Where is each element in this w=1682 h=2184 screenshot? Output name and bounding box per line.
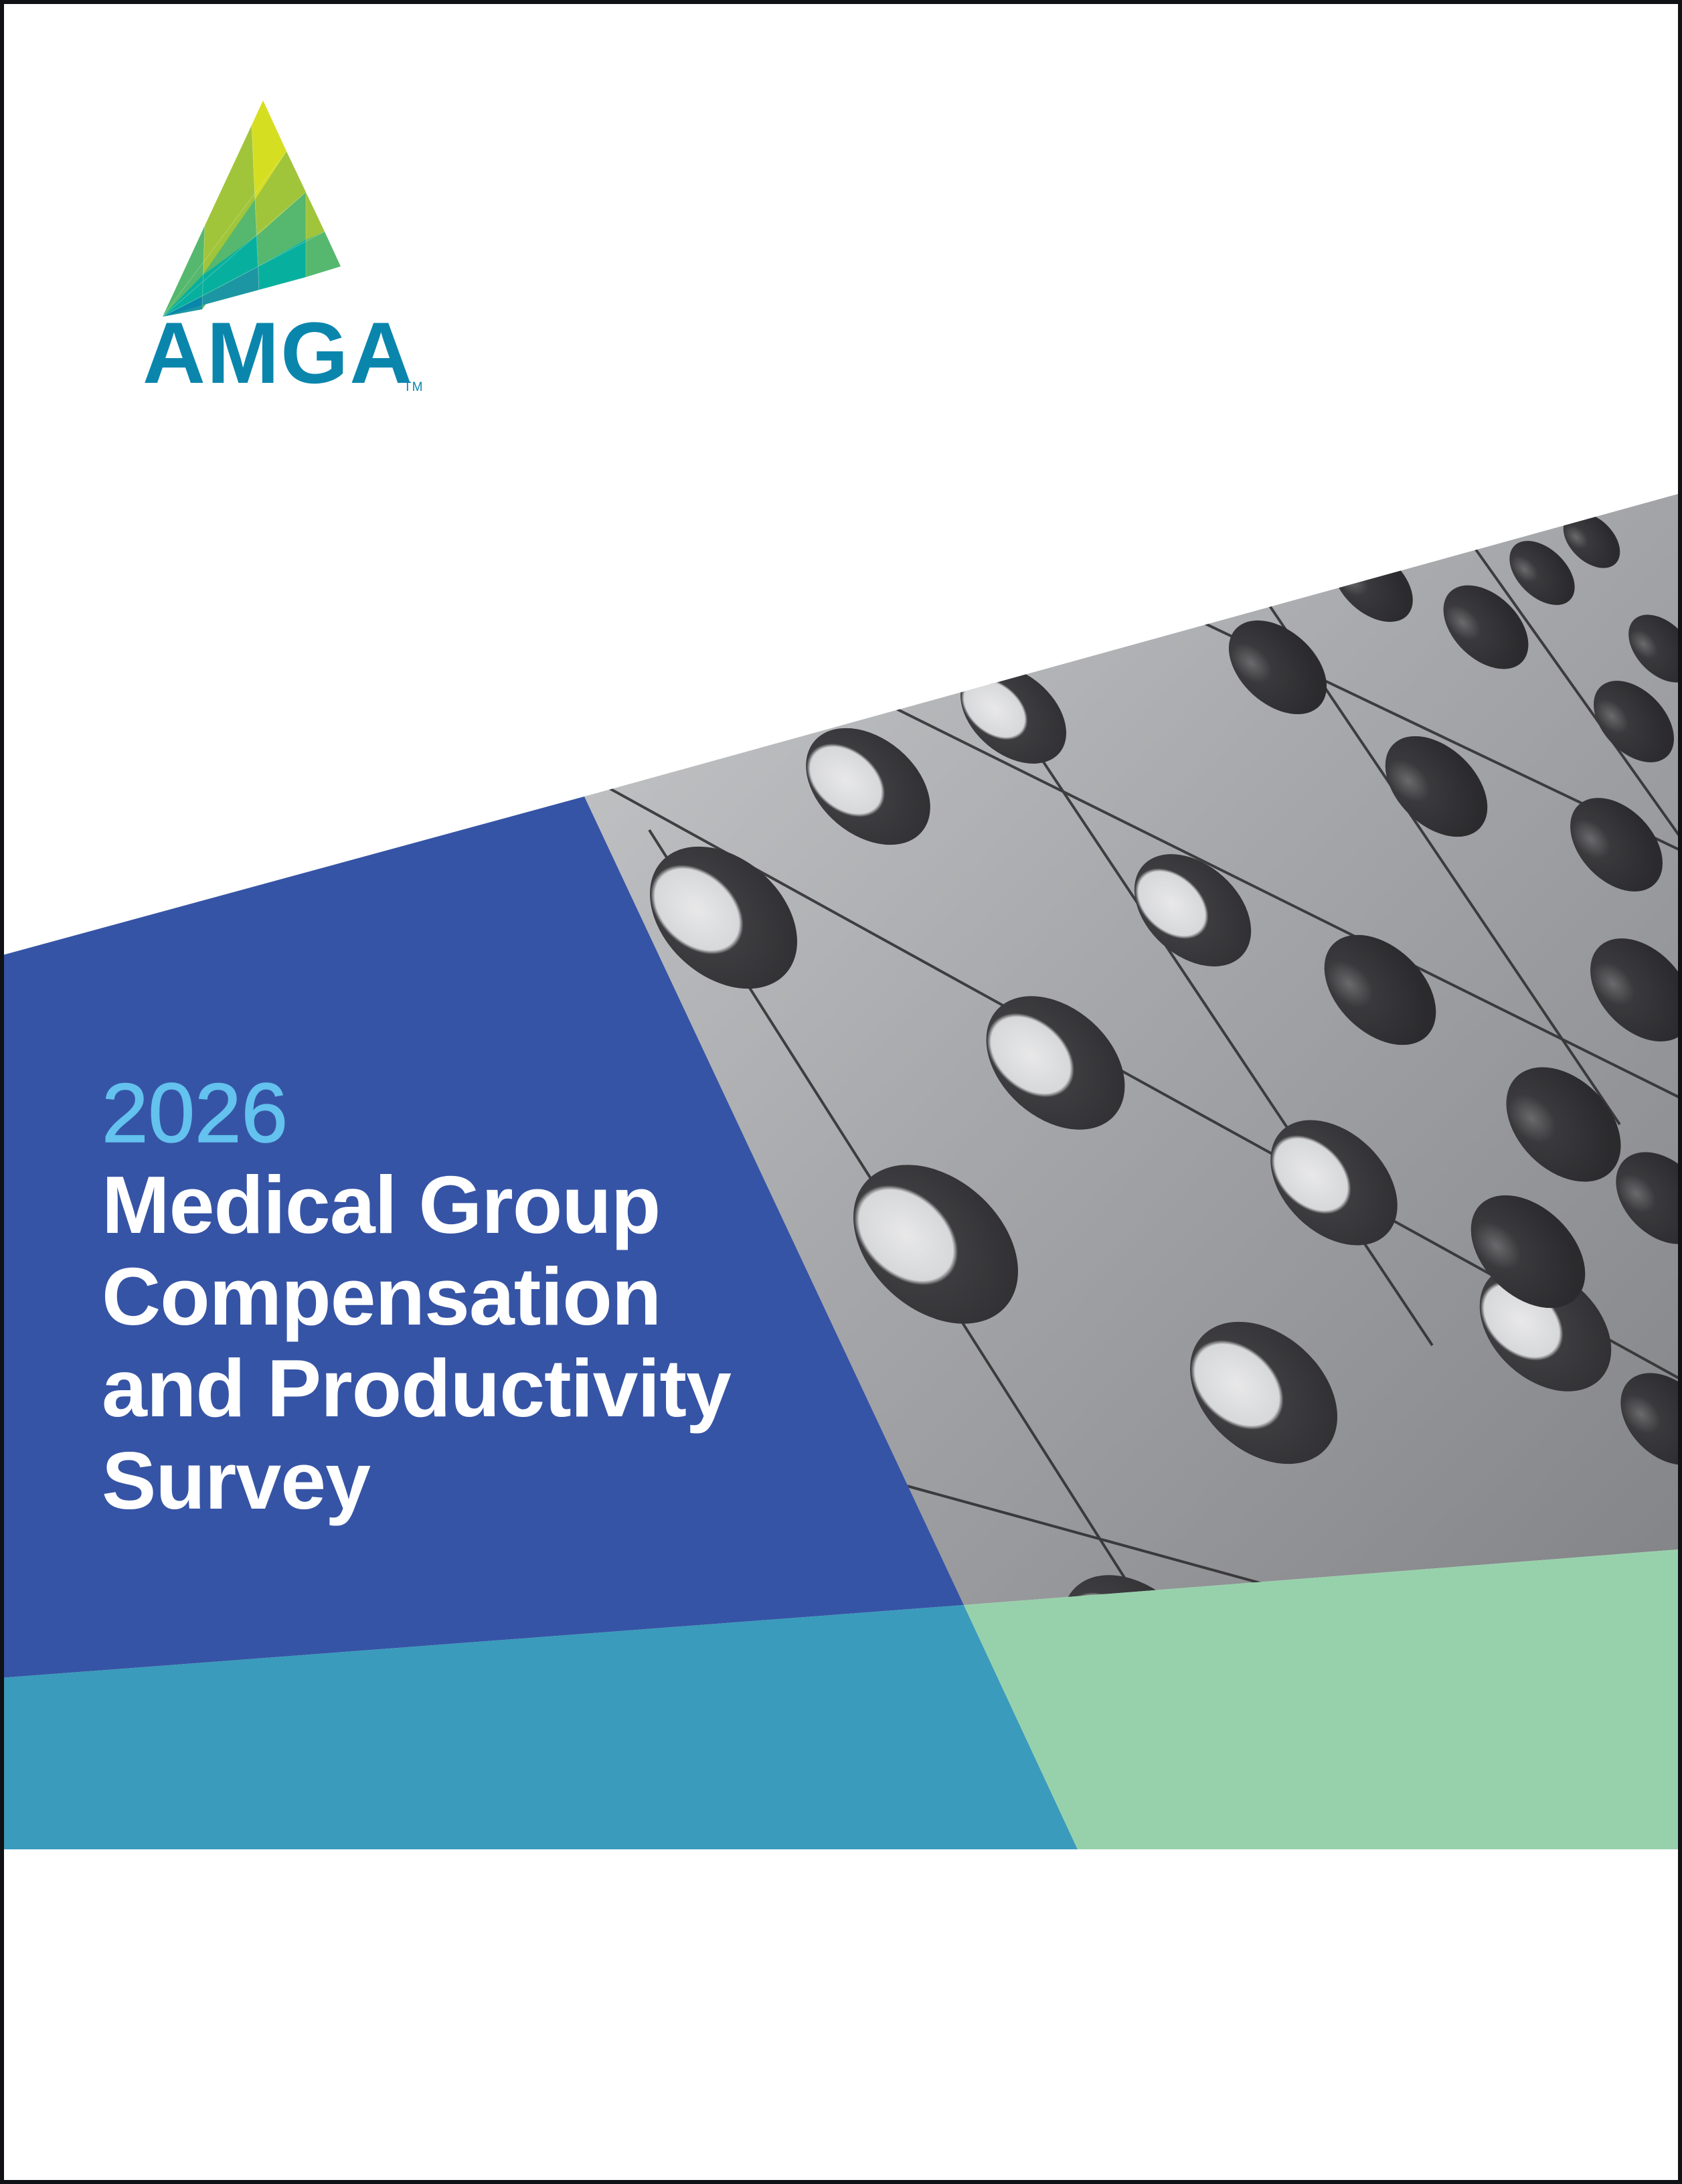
amga-logo: AMGA TM xyxy=(4,4,473,432)
title-line-3: and Productivity xyxy=(102,1343,732,1434)
mint-band xyxy=(964,1549,1678,1849)
teal-band xyxy=(4,1605,1078,1849)
report-year: 2026 xyxy=(101,1067,288,1160)
trademark-symbol: TM xyxy=(404,380,424,394)
title-line-4: Survey xyxy=(102,1435,371,1526)
title-line-1: Medical Group xyxy=(102,1159,661,1250)
title-line-2: Compensation xyxy=(102,1251,661,1342)
logo-wordmark: AMGA xyxy=(143,304,414,402)
amga-logo-mark xyxy=(162,100,341,317)
blue-panel xyxy=(4,796,964,1678)
